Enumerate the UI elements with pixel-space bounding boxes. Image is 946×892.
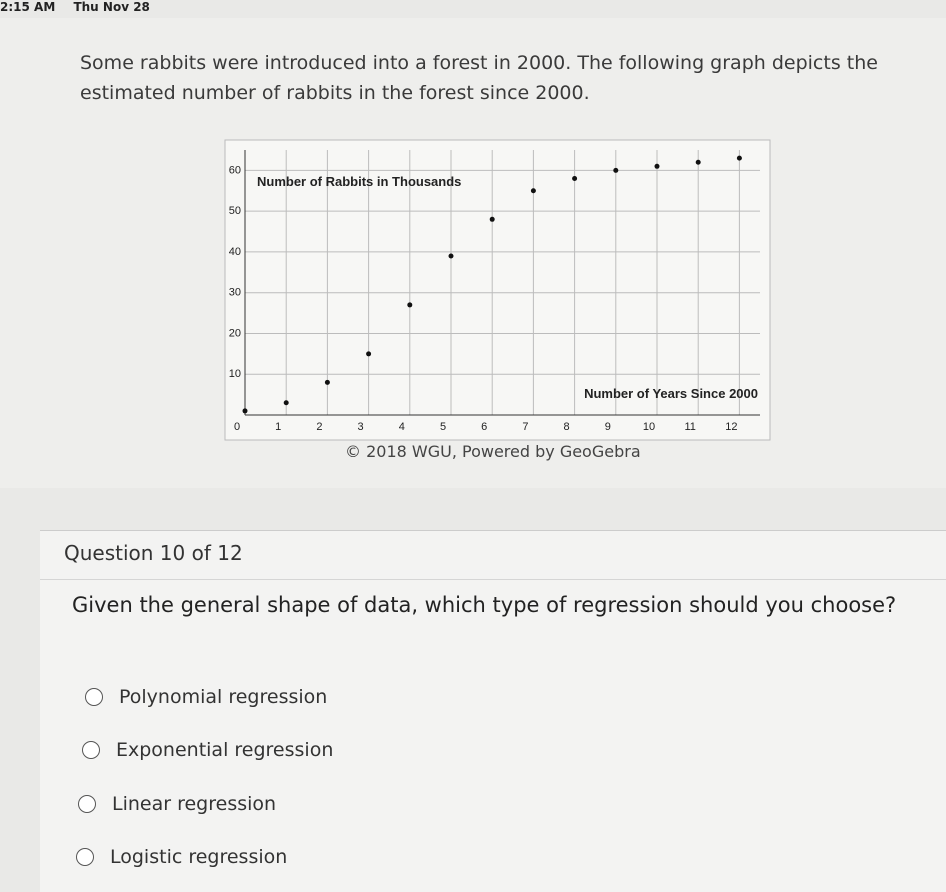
data-point	[283, 400, 289, 406]
y-axis-title: Number of Rabbits in Thousands	[257, 174, 461, 189]
x-tick-label: 7	[522, 421, 528, 433]
data-point	[324, 379, 330, 385]
data-point	[407, 302, 413, 308]
data-point	[448, 253, 454, 259]
x-tick-label: 10	[643, 421, 655, 433]
data-point	[736, 155, 742, 161]
answer-option[interactable]: Exponential regression	[82, 739, 333, 761]
caption: © 2018 WGU, Powered by GeoGebra	[345, 442, 641, 461]
intro-text: Some rabbits were introduced into a fore…	[80, 52, 878, 104]
question-prompt: Given the general shape of data, which t…	[72, 593, 897, 617]
data-point	[242, 408, 248, 414]
data-point	[572, 176, 578, 182]
question-header: Question 10 of 12	[64, 541, 243, 565]
radio-button[interactable]	[82, 741, 100, 759]
y-tick-label: 40	[229, 246, 241, 258]
x-tick-label: 11	[684, 421, 695, 433]
data-point	[654, 163, 660, 169]
date: Thu Nov 28	[73, 0, 150, 14]
answer-option[interactable]: Logistic regression	[76, 846, 287, 868]
plot-background	[224, 139, 771, 441]
data-point	[530, 188, 536, 194]
time: 2:15 AM	[0, 0, 56, 14]
y-tick-label: 30	[229, 287, 241, 299]
option-label[interactable]: Polynomial regression	[119, 686, 328, 708]
x-tick-label: 4	[399, 421, 405, 433]
x-tick-label: 8	[564, 421, 570, 433]
radio-button[interactable]	[85, 688, 103, 706]
data-point	[489, 216, 495, 222]
answer-option[interactable]: Linear regression	[78, 793, 276, 815]
x-tick-label: 9	[605, 421, 611, 433]
y-tick-label: 60	[229, 164, 241, 176]
y-tick-label: 20	[229, 327, 241, 339]
x-axis-title: Number of Years Since 2000	[584, 386, 758, 401]
radio-button[interactable]	[78, 795, 96, 813]
radio-button[interactable]	[76, 848, 94, 866]
x-tick-label: 0	[234, 421, 240, 433]
question-card: Question 10 of 12 Given the general shap…	[40, 530, 946, 892]
x-tick-label: 3	[358, 421, 364, 433]
data-point	[366, 351, 372, 357]
x-tick-label: 6	[481, 421, 487, 433]
data-point	[613, 167, 619, 173]
x-tick-label: 1	[275, 421, 281, 433]
option-label[interactable]: Logistic regression	[110, 846, 288, 868]
y-tick-label: 50	[229, 205, 241, 217]
x-tick-label: 12	[725, 421, 737, 433]
x-tick-label: 5	[440, 421, 446, 433]
answer-option[interactable]: Polynomial regression	[85, 686, 327, 708]
divider	[40, 579, 946, 580]
data-point	[695, 159, 701, 165]
option-label[interactable]: Linear regression	[112, 793, 277, 815]
option-label[interactable]: Exponential regression	[116, 739, 334, 761]
status-bar: 2:15 AM Thu Nov 28	[0, 0, 164, 14]
x-tick-label: 2	[316, 421, 322, 433]
y-tick-label: 10	[229, 368, 241, 380]
